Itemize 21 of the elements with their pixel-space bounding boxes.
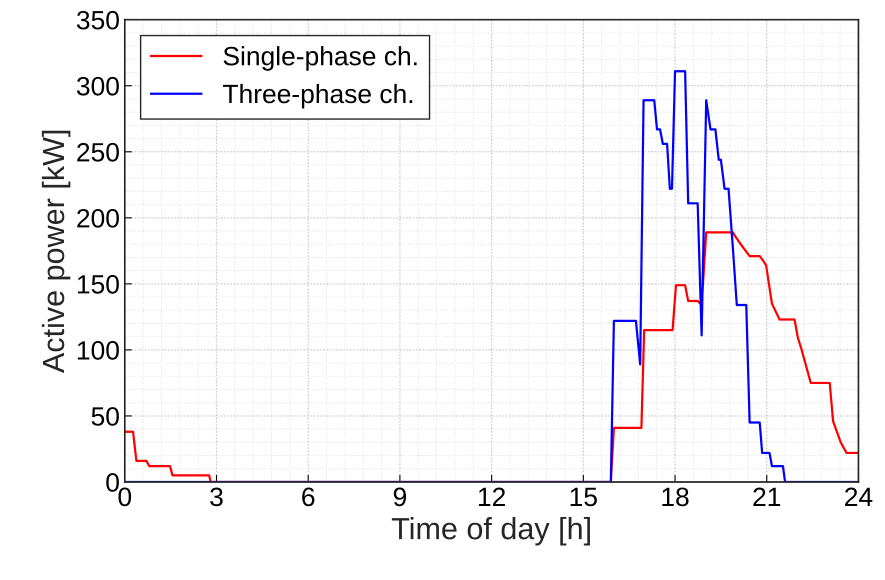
y-tick-label: 250	[77, 142, 119, 162]
legend-label: Three-phase ch.	[223, 84, 412, 108]
x-tick-label: 15	[570, 488, 597, 506]
y-tick-label: 150	[78, 275, 119, 294]
x-tick-label: 12	[478, 488, 505, 506]
x-tick-label: 18	[662, 488, 689, 506]
x-tick-label: 21	[753, 488, 780, 506]
x-tick-label: 6	[302, 488, 314, 506]
x-tick-label: 9	[394, 488, 406, 506]
y-tick-label: 0	[106, 473, 119, 492]
y-tick-label: 300	[76, 76, 119, 96]
y-tick-label: 350	[76, 10, 119, 30]
x-axis-title: Time of day [h]	[392, 516, 590, 546]
x-tick-label: 24	[845, 488, 872, 506]
x-tick-label: 3	[210, 488, 223, 506]
y-tick-label: 200	[77, 208, 119, 228]
y-axis-title: Active power [kW]	[42, 130, 70, 374]
legend-label: Single-phase ch.	[224, 46, 417, 71]
y-tick-label: 100	[78, 341, 119, 360]
x-tick-label: 0	[118, 488, 132, 506]
y-tick-label: 50	[92, 407, 119, 426]
